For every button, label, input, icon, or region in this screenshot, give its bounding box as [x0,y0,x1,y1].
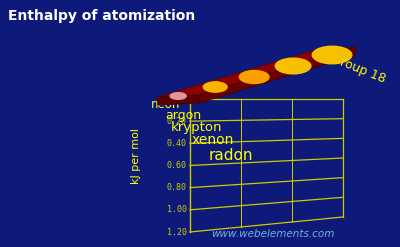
Ellipse shape [202,81,228,93]
Polygon shape [200,47,356,103]
Text: 0.00: 0.00 [167,95,187,103]
Text: 0.80: 0.80 [167,183,187,192]
Text: 1.00: 1.00 [167,205,187,214]
Text: argon: argon [165,108,201,122]
Text: krypton: krypton [171,122,222,135]
Text: 0.60: 0.60 [167,161,187,170]
Polygon shape [158,95,200,105]
Text: Enthalpy of atomization: Enthalpy of atomization [8,9,195,23]
Text: kJ per mol: kJ per mol [131,127,141,184]
Text: 1.20: 1.20 [167,227,187,236]
Text: neon: neon [151,98,180,110]
Text: 0.20: 0.20 [167,117,187,126]
Text: 0.40: 0.40 [167,139,187,148]
Ellipse shape [312,45,352,64]
Ellipse shape [170,92,187,100]
Ellipse shape [238,70,270,84]
Text: www.webelements.com: www.webelements.com [211,229,334,239]
Text: Group 18: Group 18 [329,52,388,86]
Text: radon: radon [208,147,253,163]
Text: xenon: xenon [191,133,234,147]
Ellipse shape [275,58,312,75]
Polygon shape [158,47,356,97]
